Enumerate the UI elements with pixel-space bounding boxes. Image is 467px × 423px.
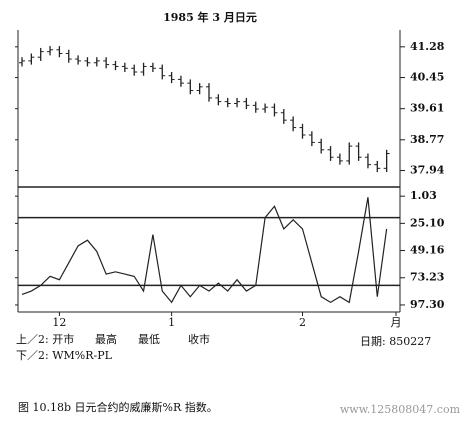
watermark: www.125808047.com (340, 403, 461, 416)
x-tick-label: 2 (299, 316, 306, 329)
x-tick-label: 1 (168, 316, 175, 329)
legend-text: 最高 (95, 332, 117, 346)
legend-text: 上／2: 开市 (16, 332, 74, 346)
caption: 图 10.18b 日元合约的威廉斯%R 指数。 (18, 400, 218, 414)
date-label: 日期: 850227 (360, 335, 431, 348)
y-tick-label: 25.10 (410, 216, 445, 229)
legend-text: 下／2: WM%R-PL (16, 349, 113, 362)
legend-text: 收市 (188, 332, 210, 346)
y-tick-label: 73.23 (410, 271, 444, 284)
y-tick-label: 40.45 (410, 71, 444, 84)
y-tick-label: 39.61 (410, 102, 444, 115)
x-tick-label: 月 (391, 316, 402, 329)
x-tick-label: 12 (52, 316, 66, 329)
y-tick-label: 37.94 (410, 164, 445, 177)
chart-title: 1985 年 3 月日元 (163, 10, 257, 24)
y-tick-label: 97.30 (410, 298, 445, 311)
y-tick-label: 49.16 (410, 244, 445, 257)
y-tick-label: 1.03 (410, 189, 437, 202)
y-tick-label: 41.28 (410, 40, 445, 53)
legend-text: 最低 (138, 333, 160, 346)
y-tick-label: 38.77 (410, 133, 444, 146)
wmr-line (21, 197, 388, 304)
